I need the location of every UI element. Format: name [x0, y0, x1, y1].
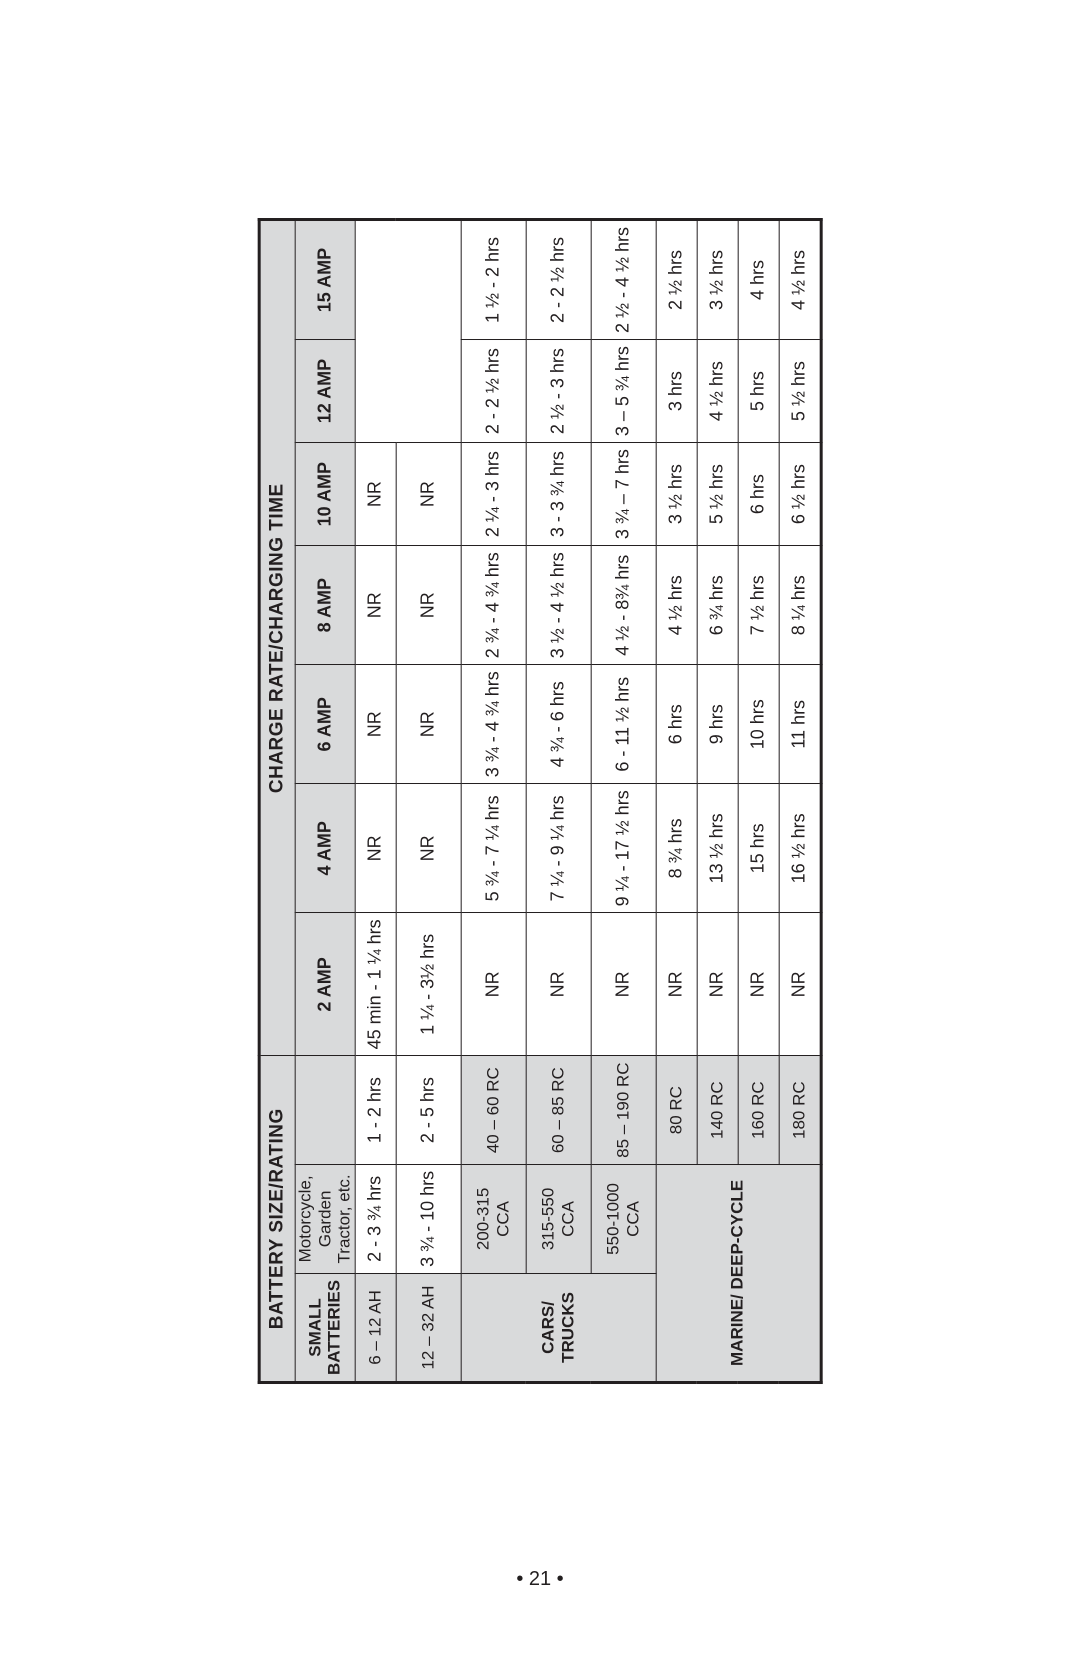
- cell-value: 7 ¼ - 9 ¼ hrs: [526, 784, 591, 913]
- cell-value: 11 hrs: [779, 665, 821, 784]
- cell-value: 3 ½ hrs: [697, 220, 738, 340]
- cell-capacity: 140 RC: [697, 1056, 738, 1164]
- cell-capacity: 85 – 190 RC: [591, 1056, 656, 1164]
- cell-value: NR: [355, 443, 396, 546]
- cell-value: 2 ½ hrs: [656, 220, 697, 340]
- cell-value: NR: [396, 443, 461, 546]
- cell-value: 3 – 5 ¾ hrs: [591, 340, 656, 443]
- cell-value: 4 hrs: [738, 220, 779, 340]
- header-charge-rate: CHARGE RATE/CHARGING TIME: [259, 220, 295, 1056]
- cell-value: 6 ½ hrs: [779, 443, 821, 546]
- cell-value: 15 hrs: [738, 784, 779, 913]
- header-battery-size: BATTERY SIZE/RATING: [259, 1056, 295, 1383]
- cell-value: 2 - 3 ¾ hrs: [355, 1164, 396, 1273]
- cell-value: NR: [461, 913, 526, 1056]
- cell-value: 8 ¼ hrs: [779, 546, 821, 665]
- category-small-batteries: SMALL BATTERIES: [295, 1274, 355, 1383]
- cell-capacity: 160 RC: [738, 1056, 779, 1164]
- table-row: 550-1000 CCA 85 – 190 RC NR 9 ¼ - 17 ½ h…: [591, 220, 656, 1383]
- category-cars-trucks: CARS/ TRUCKS: [461, 1274, 656, 1383]
- cell-value: 5 ¾ - 7 ¼ hrs: [461, 784, 526, 913]
- cell-value: 2 ½ - 3 hrs: [526, 340, 591, 443]
- cell-value: 9 hrs: [697, 665, 738, 784]
- cell-value: 1 - 2 hrs: [355, 1056, 396, 1164]
- cell-value: 10 hrs: [738, 665, 779, 784]
- cell-capacity: 40 – 60 RC: [461, 1056, 526, 1164]
- cell-value: NR: [656, 913, 697, 1056]
- cell-value: 2 ¼ - 3 hrs: [461, 443, 526, 546]
- subcategory-cca-3: 550-1000 CCA: [591, 1164, 656, 1273]
- col-2amp: 2 AMP: [295, 913, 355, 1056]
- table-row: 315-550 CCA 60 – 85 RC NR 7 ¼ - 9 ¼ hrs …: [526, 220, 591, 1383]
- cell-value: 8 ¾ hrs: [656, 784, 697, 913]
- cell-value: 45 min - 1 ¼ hrs: [355, 913, 396, 1056]
- page-number: • 21 •: [0, 1568, 1080, 1591]
- cell-capacity: 180 RC: [779, 1056, 821, 1164]
- cell-value: 16 ½ hrs: [779, 784, 821, 913]
- cell-value: NR: [591, 913, 656, 1056]
- cell-value: NR: [779, 913, 821, 1056]
- col-12amp: 12 AMP: [295, 340, 355, 443]
- col-6amp: 6 AMP: [295, 665, 355, 784]
- table-row: 12 – 32 AH 3 ¾ - 10 hrs 2 - 5 hrs 1 ¼ - …: [396, 220, 461, 1383]
- table-row: CARS/ TRUCKS 200-315 CCA 40 – 60 RC NR 5…: [461, 220, 526, 1383]
- cell-capacity: 6 – 12 AH: [355, 1274, 396, 1383]
- cell-value: 4 ¾ - 6 hrs: [526, 665, 591, 784]
- cell-capacity: 60 – 85 RC: [526, 1056, 591, 1164]
- subcategory-motorcycle-etc: Motorcycle, Garden Tractor, etc.: [295, 1164, 355, 1273]
- cell-value: 4 ½ hrs: [779, 220, 821, 340]
- charging-time-table-wrapper: BATTERY SIZE/RATING CHARGE RATE/CHARGING…: [258, 218, 823, 1384]
- cell-value: 4 ½ hrs: [656, 546, 697, 665]
- cell-value: 4 ½ hrs: [697, 340, 738, 443]
- cell-value: NR: [396, 784, 461, 913]
- subcategory-cca-2: 315-550 CCA: [526, 1164, 591, 1273]
- cell-value: 3 ½ hrs: [656, 443, 697, 546]
- cell-value: 9 ¼ - 17 ½ hrs: [591, 784, 656, 913]
- cell-value: NR: [355, 546, 396, 665]
- cell-value: 2 ¾ - 4 ¾ hrs: [461, 546, 526, 665]
- cell-value: 3 hrs: [656, 340, 697, 443]
- cell-value: 1 ½ - 2 hrs: [461, 220, 526, 340]
- col-10amp: 10 AMP: [295, 443, 355, 546]
- col-15amp: 15 AMP: [295, 220, 355, 340]
- cell-value: 2 - 2 ½ hrs: [461, 340, 526, 443]
- category-marine-deep-cycle: MARINE/ DEEP-CYCLE: [656, 1164, 821, 1382]
- cell-value: NR: [738, 913, 779, 1056]
- cell-value: NR: [355, 784, 396, 913]
- table-row: MARINE/ DEEP-CYCLE 80 RC NR 8 ¾ hrs 6 hr…: [656, 220, 697, 1383]
- table-row: 6 – 12 AH 2 - 3 ¾ hrs 1 - 2 hrs 45 min -…: [355, 220, 396, 1383]
- cell-value: NR: [396, 546, 461, 665]
- cell-value: NR: [396, 665, 461, 784]
- cell-value: 3 ¾ - 10 hrs: [396, 1164, 461, 1273]
- cell-value: 3 ½ - 4 ½ hrs: [526, 546, 591, 665]
- cell-value: 1 ¼ - 3½ hrs: [396, 913, 461, 1056]
- cell-value: 2 - 2 ½ hrs: [526, 220, 591, 340]
- cell-value: 3 - 3 ¾ hrs: [526, 443, 591, 546]
- cell-value: NR: [526, 913, 591, 1056]
- cell-value: 6 hrs: [738, 443, 779, 546]
- cell-capacity: 80 RC: [656, 1056, 697, 1164]
- cell-value: 5 ½ hrs: [779, 340, 821, 443]
- cell-value: 5 hrs: [738, 340, 779, 443]
- charging-time-table: BATTERY SIZE/RATING CHARGE RATE/CHARGING…: [258, 218, 823, 1384]
- cell-value: 3 ¾ – 7 hrs: [591, 443, 656, 546]
- cell-value: 6 hrs: [656, 665, 697, 784]
- cell-value: 3 ¾ - 4 ¾ hrs: [461, 665, 526, 784]
- cell-value: 5 ½ hrs: [697, 443, 738, 546]
- subcategory-cca-1: 200-315 CCA: [461, 1164, 526, 1273]
- cell-value: 13 ½ hrs: [697, 784, 738, 913]
- cell-value: NR: [697, 913, 738, 1056]
- cell-value: 6 - 11 ½ hrs: [591, 665, 656, 784]
- cell-value: 2 ½ - 4 ½ hrs: [591, 220, 656, 340]
- cell-value: NR: [355, 665, 396, 784]
- cell-value: 2 - 5 hrs: [396, 1056, 461, 1164]
- cell-value: 7 ½ hrs: [738, 546, 779, 665]
- col-8amp: 8 AMP: [295, 546, 355, 665]
- cell-value: 6 ¾ hrs: [697, 546, 738, 665]
- cell-capacity: 12 – 32 AH: [396, 1274, 461, 1383]
- cell-value: 4 ½ - 8¾ hrs: [591, 546, 656, 665]
- col-4amp: 4 AMP: [295, 784, 355, 913]
